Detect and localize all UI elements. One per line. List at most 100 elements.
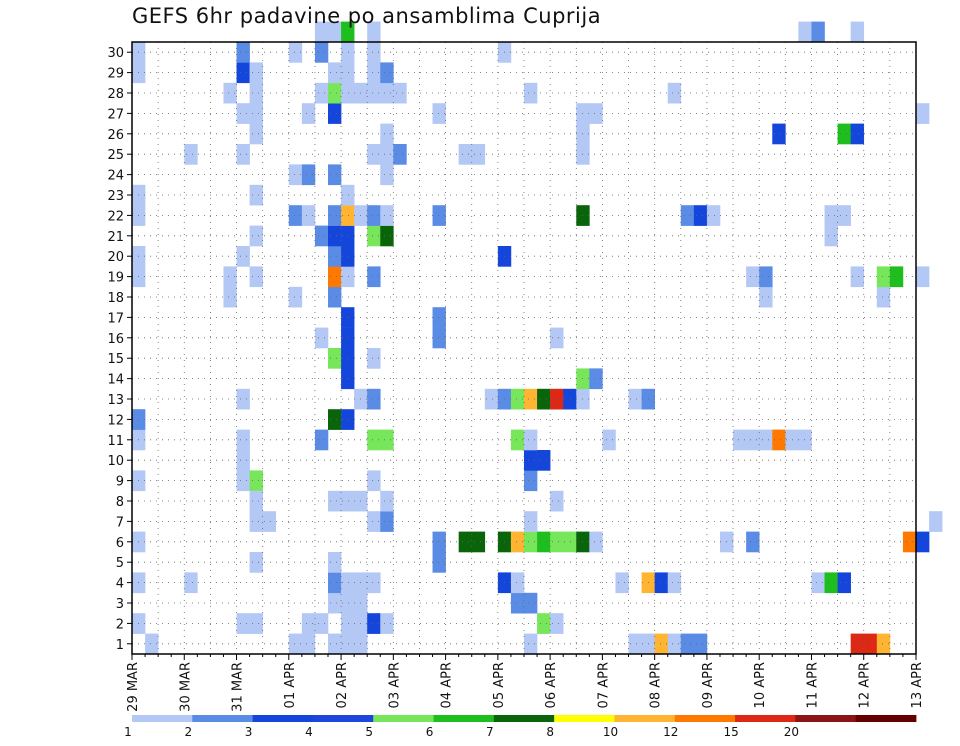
y-tick-label: 22 [107, 209, 124, 224]
heat-cell [288, 42, 303, 63]
heat-cell [654, 572, 669, 594]
heat-cell [367, 225, 381, 247]
heat-cell [341, 184, 355, 206]
heat-cell [236, 613, 250, 634]
heat-cell [524, 511, 538, 532]
heat-cell [746, 266, 760, 288]
heat-cell [249, 82, 263, 104]
x-tick-label: 13 APR [910, 662, 925, 708]
legend-label: 1 [124, 725, 132, 739]
heat-cell [537, 388, 551, 410]
heat-cell [367, 21, 381, 43]
heat-cell [550, 327, 564, 349]
heat-cell [367, 470, 381, 492]
heat-cell [341, 613, 355, 634]
x-tick-label: 29 MAR [126, 662, 141, 712]
y-tick-label: 10 [107, 454, 124, 469]
heat-cell [850, 21, 865, 43]
x-tick-label: 03 APR [387, 662, 402, 708]
heat-cell [524, 450, 538, 471]
heat-cell [249, 225, 263, 247]
heat-cell [341, 246, 355, 267]
heat-cell [380, 144, 394, 165]
heat-cell [458, 144, 473, 165]
legend-swatch [493, 715, 555, 722]
y-tick-label: 11 [107, 434, 124, 449]
heat-cell [510, 592, 525, 614]
heat-cell [314, 42, 329, 63]
heat-cell [563, 388, 577, 410]
y-tick-label: 6 [116, 536, 124, 551]
x-tick-label: 30 MAR [178, 662, 193, 712]
heat-cell [314, 327, 329, 349]
y-tick-label: 3 [116, 597, 124, 612]
heat-cell [341, 633, 355, 655]
heat-cell [824, 572, 838, 594]
y-tick-label: 28 [107, 87, 124, 102]
heat-cell [367, 42, 381, 63]
heat-cell [837, 205, 851, 226]
heat-cell [916, 531, 930, 553]
heat-cell [367, 511, 381, 532]
heat-cell [693, 205, 708, 226]
heat-cell [811, 572, 825, 594]
heat-cell [746, 429, 760, 451]
legend-swatch [433, 715, 495, 722]
heat-cell [288, 286, 303, 308]
heat-cell [380, 82, 394, 104]
heat-cell [380, 429, 394, 451]
heat-cell [510, 429, 525, 451]
legend-swatch [192, 715, 254, 722]
heat-cell [328, 409, 342, 430]
heat-cell [288, 164, 303, 186]
heat-cell [249, 490, 263, 512]
heat-cell [380, 164, 394, 186]
heat-cell [772, 123, 786, 145]
y-tick-label: 30 [107, 46, 124, 61]
legend-label: 8 [546, 725, 554, 739]
heat-cell [249, 62, 263, 84]
legend-label: 4 [305, 725, 313, 739]
heat-cell [876, 266, 891, 288]
heat-cell [471, 531, 486, 553]
heat-cell [341, 266, 355, 288]
heat-cell [288, 633, 303, 655]
heat-cell [301, 205, 316, 226]
heat-cell [262, 511, 277, 532]
heat-cell [367, 82, 381, 104]
heat-cell [236, 388, 250, 410]
heat-cell [236, 429, 250, 451]
x-tick-label: 06 APR [544, 662, 559, 708]
heat-cell [301, 613, 316, 634]
legend-label: 12 [663, 725, 678, 739]
heat-cell [328, 82, 342, 104]
heat-cell [537, 450, 551, 471]
heat-cell [654, 633, 669, 655]
heat-cell [367, 144, 381, 165]
heat-cell [341, 205, 355, 226]
heat-cell [484, 388, 499, 410]
heat-cell [301, 103, 316, 124]
y-tick-label: 14 [107, 373, 124, 388]
heat-cell [510, 572, 525, 594]
y-tick-label: 25 [107, 148, 124, 163]
heat-cell [798, 429, 812, 451]
heat-cell [432, 327, 446, 349]
heat-cell [706, 205, 721, 226]
legend-swatch [252, 715, 314, 722]
heat-cell [328, 246, 342, 267]
heat-cell [693, 633, 708, 655]
legend-swatch [132, 715, 193, 722]
heat-cell [733, 429, 747, 451]
heat-cell [328, 103, 342, 124]
heat-cell [432, 531, 446, 553]
heat-cell [341, 42, 355, 63]
heat-cell [524, 531, 538, 553]
heat-cell [824, 225, 838, 247]
heat-cell [524, 82, 538, 104]
heat-cell [249, 552, 263, 573]
heat-cell [759, 286, 773, 308]
heat-cell [680, 633, 695, 655]
y-tick-label: 27 [107, 107, 124, 122]
y-tick-label: 20 [107, 250, 124, 265]
